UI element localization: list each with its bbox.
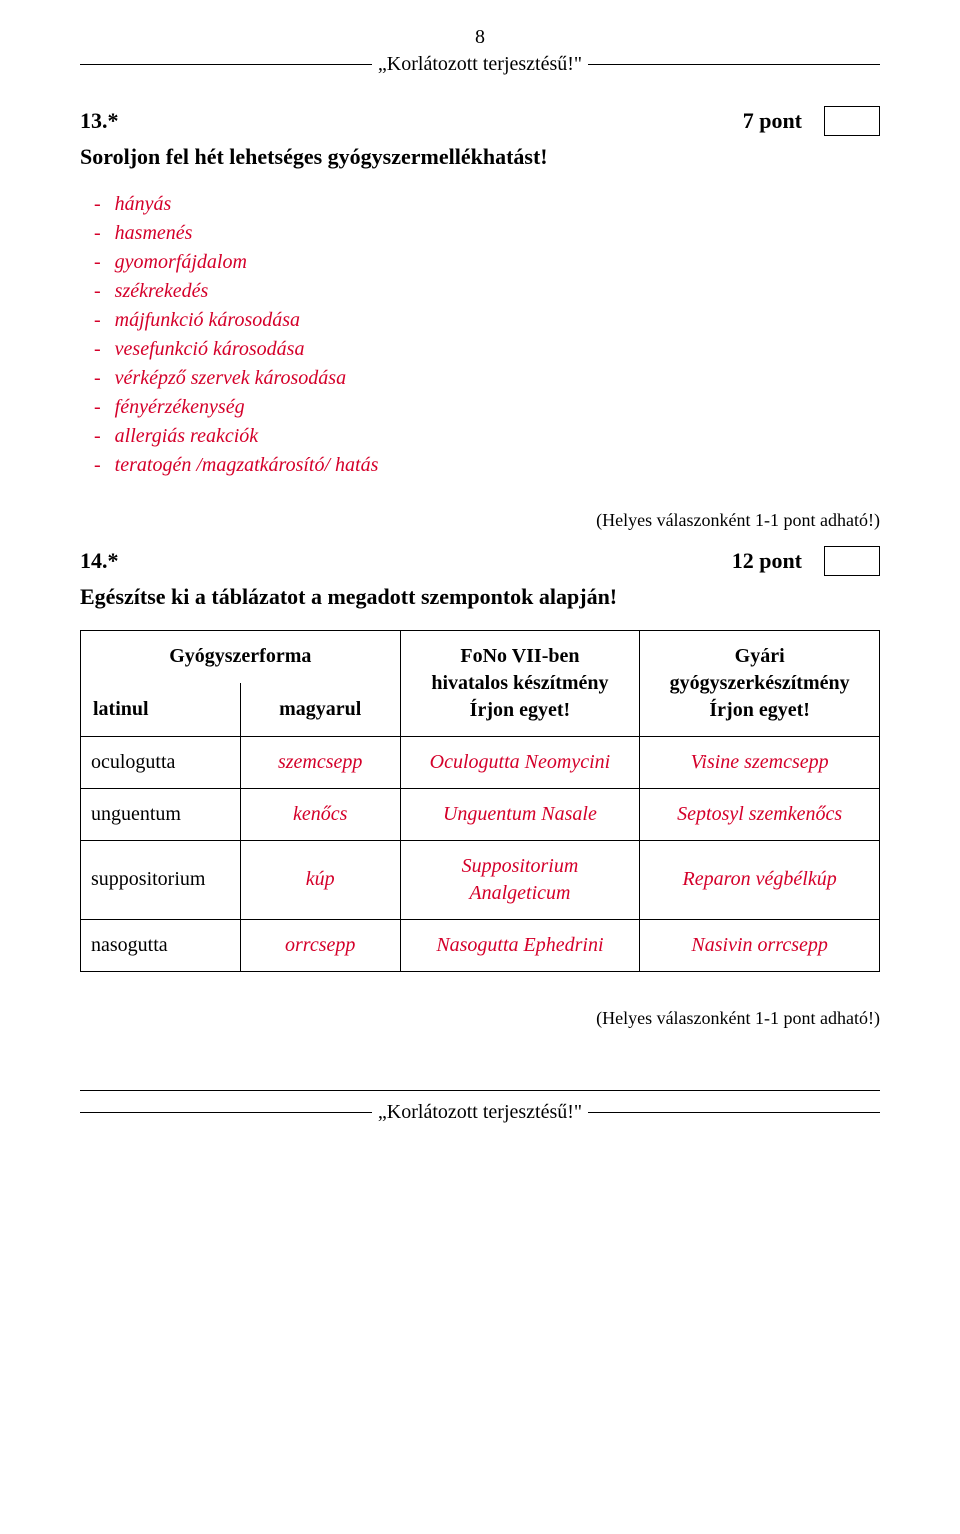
q14-right: 12 pont	[732, 546, 880, 576]
q13-right: 7 pont	[743, 106, 880, 136]
q13-row: 13.* 7 pont	[80, 106, 880, 136]
th-gyogyszerforma: Gyógyszerforma	[81, 630, 401, 683]
cell-factory: Visine szemcsepp	[640, 736, 880, 788]
page-number: 8	[80, 24, 880, 51]
cell-latin: oculogutta	[81, 736, 241, 788]
q13-answer-item: vesefunkció károsodása	[94, 335, 880, 364]
page-footer: „Korlátozott terjesztésű!"	[80, 1090, 880, 1126]
q13-points: 7 pont	[743, 106, 802, 136]
q13-answer-item: allergiás reakciók	[94, 422, 880, 451]
q13-prompt: Soroljon fel hét lehetséges gyógyszermel…	[80, 142, 880, 172]
header-title: „Korlátozott terjesztésű!"	[372, 51, 588, 78]
cell-latin: unguentum	[81, 788, 241, 840]
th-latin: latinul	[81, 683, 241, 736]
cell-fono: Unguentum Nasale	[400, 788, 640, 840]
cell-hu: szemcsepp	[240, 736, 400, 788]
q13-answer-item: hasmenés	[94, 219, 880, 248]
q13-answer-item: hányás	[94, 190, 880, 219]
header-rule-left	[80, 64, 372, 65]
q13-answer-item: vérképző szervek károsodása	[94, 364, 880, 393]
q13-score-box[interactable]	[824, 106, 880, 136]
footer-title: „Korlátozott terjesztésű!"	[372, 1099, 588, 1126]
cell-fono: Oculogutta Neomycini	[400, 736, 640, 788]
footer-rule-left	[80, 1112, 372, 1113]
q14-table: Gyógyszerforma FoNo VII-ben hivatalos ké…	[80, 630, 880, 972]
th-factory: Gyári gyógyszerkészítmény Írjon egyet!	[640, 630, 880, 736]
cell-hu: kúp	[240, 840, 400, 919]
cell-fono: Nasogutta Ephedrini	[400, 919, 640, 971]
table-row: oculogutta szemcsepp Oculogutta Neomycin…	[81, 736, 880, 788]
q13-answer-item: gyomorfájdalom	[94, 248, 880, 277]
cell-hu: kenőcs	[240, 788, 400, 840]
cell-hu: orrcsepp	[240, 919, 400, 971]
footer-rule-right	[588, 1112, 880, 1113]
q14-score-box[interactable]	[824, 546, 880, 576]
page-header: 8 „Korlátozott terjesztésű!"	[80, 24, 880, 78]
q13-answer-item: májfunkció károsodása	[94, 306, 880, 335]
q13-answer-item: székrekedés	[94, 277, 880, 306]
q13-note: (Helyes válaszonként 1-1 pont adható!)	[80, 508, 880, 532]
q14-note: (Helyes válaszonként 1-1 pont adható!)	[80, 1006, 880, 1030]
q14-number: 14.*	[80, 546, 119, 576]
q13-answer-list: hányás hasmenés gyomorfájdalom székreked…	[80, 190, 880, 480]
table-header-row-1: Gyógyszerforma FoNo VII-ben hivatalos ké…	[81, 630, 880, 683]
table-row: unguentum kenőcs Unguentum Nasale Septos…	[81, 788, 880, 840]
th-hungarian: magyarul	[240, 683, 400, 736]
cell-factory: Nasivin orrcsepp	[640, 919, 880, 971]
header-rule-right	[588, 64, 880, 65]
cell-latin: suppositorium	[81, 840, 241, 919]
footer-top-rule	[80, 1090, 880, 1091]
header-rule: „Korlátozott terjesztésű!"	[80, 51, 880, 78]
th-fono: FoNo VII-ben hivatalos készítmény Írjon …	[400, 630, 640, 736]
cell-latin: nasogutta	[81, 919, 241, 971]
cell-factory: Reparon végbélkúp	[640, 840, 880, 919]
q14-points: 12 pont	[732, 546, 802, 576]
q13-answer-item: fényérzékenység	[94, 393, 880, 422]
table-row: nasogutta orrcsepp Nasogutta Ephedrini N…	[81, 919, 880, 971]
q13-answer-item: teratogén /magzatkárosító/ hatás	[94, 451, 880, 480]
footer-rule: „Korlátozott terjesztésű!"	[80, 1099, 880, 1126]
cell-fono: Suppositorium Analgeticum	[400, 840, 640, 919]
q13-number: 13.*	[80, 106, 119, 136]
q14-prompt: Egészítse ki a táblázatot a megadott sze…	[80, 582, 880, 612]
cell-factory: Septosyl szemkenőcs	[640, 788, 880, 840]
table-row: suppositorium kúp Suppositorium Analgeti…	[81, 840, 880, 919]
q14-row: 14.* 12 pont	[80, 546, 880, 576]
